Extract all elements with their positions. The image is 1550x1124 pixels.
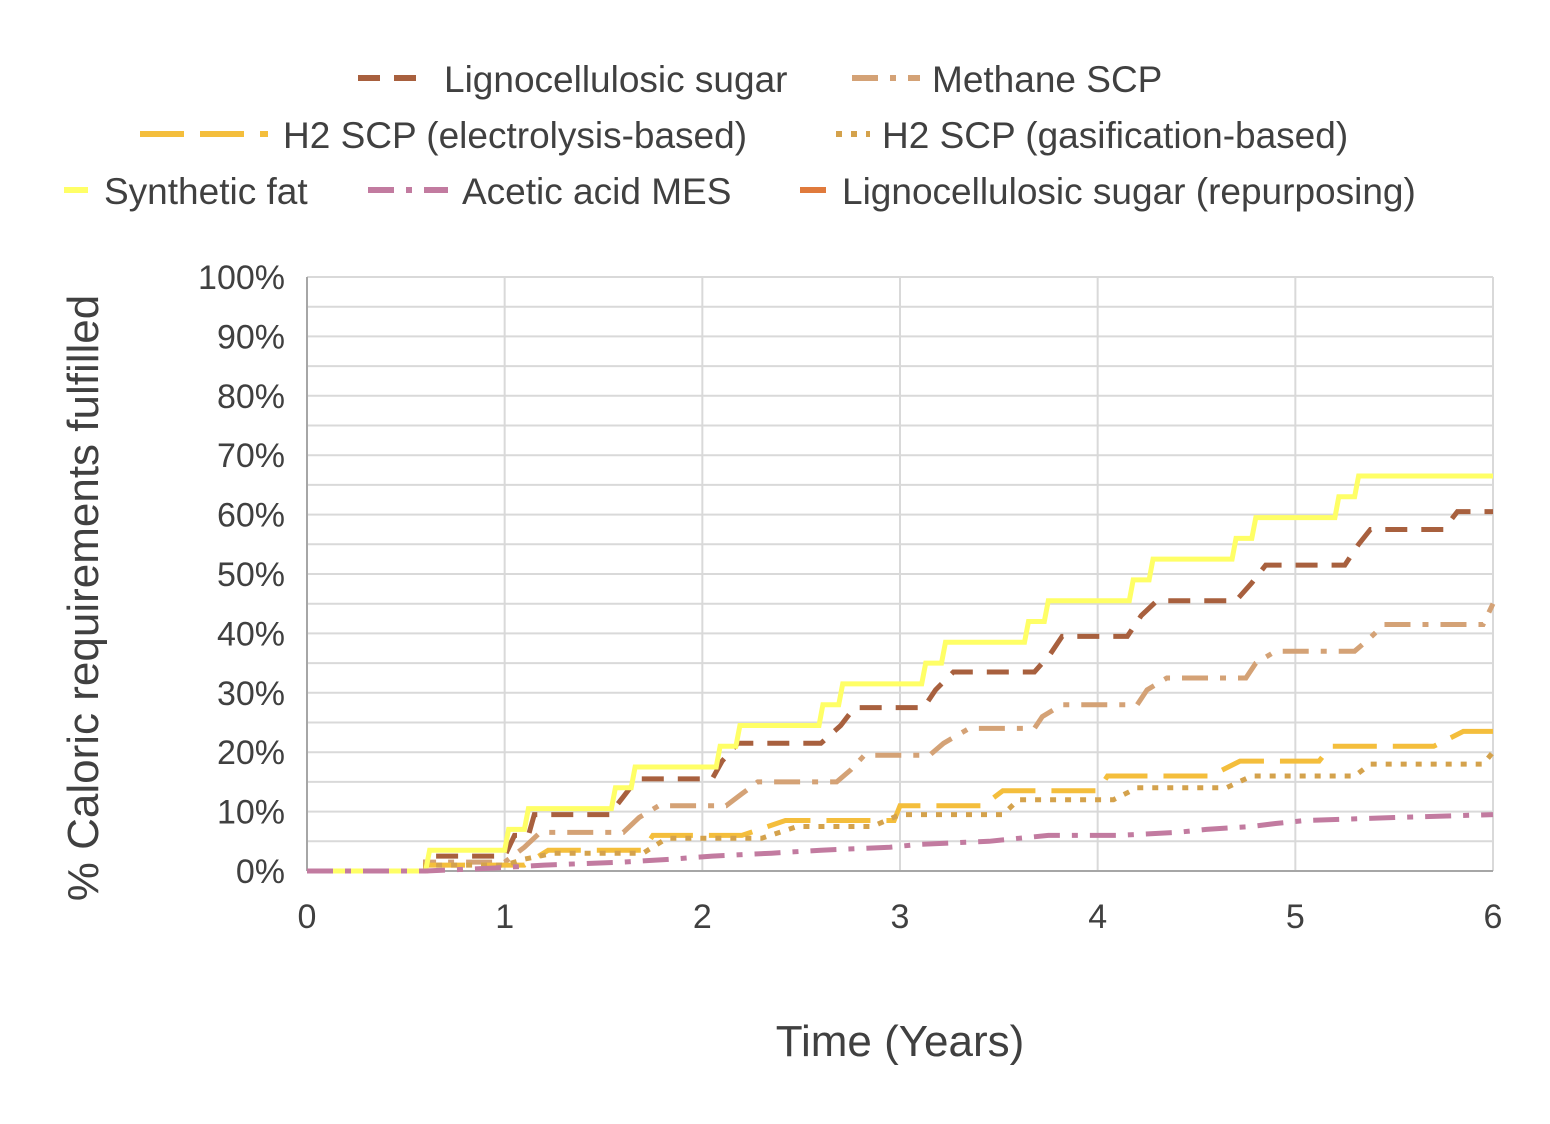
y-tick-label: 60% [217, 497, 285, 535]
x-tick-label: 0 [298, 898, 317, 936]
legend-item-lignocellulosic-sugar: Lignocellulosic sugar [358, 59, 787, 100]
grid-lines [306, 276, 1494, 872]
x-axis-title: Time (Years) [776, 1017, 1025, 1066]
x-tick-label: 1 [495, 898, 514, 936]
series-line [307, 750, 1495, 874]
legend-label: Lignocellulosic sugar [444, 59, 787, 100]
legend: Lignocellulosic sugar Methane SCP H2 SCP… [64, 59, 1416, 212]
series-line [307, 728, 1493, 874]
y-tick-label: 40% [217, 615, 285, 653]
series-lines [307, 473, 1496, 874]
x-tick-label: 4 [1088, 898, 1107, 936]
series-line [307, 473, 1493, 874]
y-tick-label: 70% [217, 437, 285, 475]
legend-label: H2 SCP (gasification-based) [882, 115, 1348, 156]
legend-item-methane-scp: Methane SCP [852, 59, 1162, 100]
axes [306, 277, 1493, 872]
legend-item-lignocellulosic-sugar-repurposing: Lignocellulosic sugar (repurposing) [800, 171, 1416, 212]
x-tick-label: 6 [1484, 898, 1503, 936]
y-tick-label: 100% [198, 259, 285, 297]
y-tick-label: 0% [236, 853, 285, 891]
legend-label: Methane SCP [932, 59, 1162, 100]
legend-item-h2-scp-gasification: H2 SCP (gasification-based) [836, 115, 1348, 156]
legend-label: Synthetic fat [104, 171, 308, 212]
y-tick-label: 10% [217, 794, 285, 832]
x-tick-label: 3 [891, 898, 910, 936]
x-tick-labels: 0 1 2 3 4 5 6 [298, 898, 1503, 936]
x-tick-label: 2 [693, 898, 712, 936]
y-tick-label: 80% [217, 378, 285, 416]
y-axis-title: % Caloric requirements fulfilled [59, 295, 108, 901]
y-tick-labels: 0% 10% 20% 30% 40% 50% 60% 70% 80% 90% 100% [198, 259, 285, 891]
legend-label: Acetic acid MES [462, 171, 731, 212]
series-line [307, 509, 1493, 874]
legend-label: Lignocellulosic sugar (repurposing) [842, 171, 1416, 212]
y-tick-label: 20% [217, 734, 285, 772]
series-line [307, 812, 1494, 874]
legend-item-h2-scp-electrolysis: H2 SCP (electrolysis-based) [140, 115, 747, 156]
series-line [307, 602, 1496, 874]
legend-item-synthetic-fat: Synthetic fat [64, 171, 308, 212]
x-tick-label: 5 [1286, 898, 1305, 936]
legend-item-acetic-acid-mes: Acetic acid MES [368, 171, 731, 212]
y-tick-label: 90% [217, 318, 285, 356]
y-tick-label: 50% [217, 556, 285, 594]
legend-label: H2 SCP (electrolysis-based) [283, 115, 747, 156]
y-tick-label: 30% [217, 675, 285, 713]
